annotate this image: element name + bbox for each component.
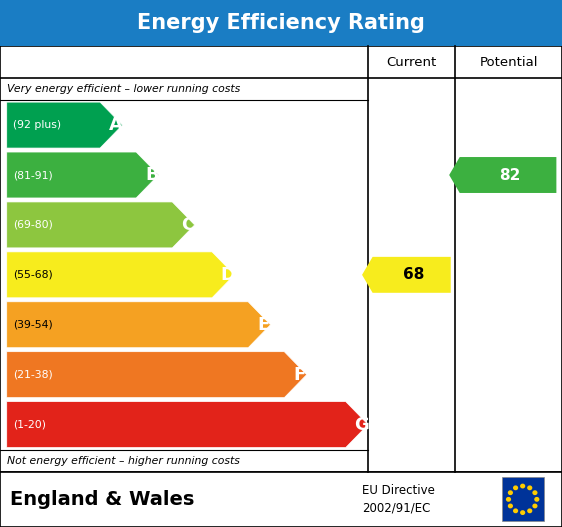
Bar (0, 0, 562, 46)
Text: 68: 68 (403, 267, 424, 282)
Bar (0, 46, 562, 472)
Text: D: D (220, 266, 235, 284)
Text: (69-80): (69-80) (13, 220, 53, 230)
Text: Very energy efficient – lower running costs: Very energy efficient – lower running co… (7, 84, 240, 94)
Text: A: A (108, 116, 123, 134)
Circle shape (532, 490, 537, 495)
Text: Energy Efficiency Rating: Energy Efficiency Rating (137, 13, 425, 33)
Polygon shape (7, 302, 270, 348)
Text: Not energy efficient – higher running costs: Not energy efficient – higher running co… (7, 456, 239, 465)
Text: (1-20): (1-20) (13, 419, 47, 430)
Polygon shape (7, 402, 368, 447)
Text: (81-91): (81-91) (13, 170, 53, 180)
Text: (55-68): (55-68) (13, 270, 53, 280)
Circle shape (527, 509, 532, 513)
Text: F: F (294, 366, 306, 384)
Text: Current: Current (387, 56, 437, 69)
Polygon shape (7, 252, 234, 298)
Text: England & Wales: England & Wales (10, 490, 194, 509)
Text: (39-54): (39-54) (13, 320, 53, 330)
Bar (0, 472, 562, 527)
Text: 82: 82 (500, 168, 521, 182)
Circle shape (527, 485, 532, 490)
Circle shape (513, 485, 518, 490)
Circle shape (520, 484, 525, 489)
Polygon shape (7, 152, 158, 198)
Text: Potential: Potential (479, 56, 538, 69)
Circle shape (508, 503, 513, 509)
Circle shape (534, 497, 540, 502)
Circle shape (506, 497, 511, 502)
Text: G: G (354, 416, 369, 434)
Circle shape (520, 510, 525, 515)
Circle shape (513, 509, 518, 513)
Text: (21-38): (21-38) (13, 369, 53, 379)
Circle shape (508, 490, 513, 495)
Text: B: B (145, 166, 158, 184)
Circle shape (532, 503, 537, 509)
Polygon shape (7, 202, 194, 248)
FancyBboxPatch shape (502, 477, 544, 522)
Polygon shape (449, 157, 556, 193)
Text: (92 plus): (92 plus) (13, 120, 62, 130)
Text: EU Directive
2002/91/EC: EU Directive 2002/91/EC (362, 484, 436, 515)
Polygon shape (362, 257, 451, 293)
Text: E: E (258, 316, 270, 334)
Polygon shape (7, 102, 123, 148)
Text: C: C (182, 216, 194, 234)
Polygon shape (7, 352, 307, 397)
